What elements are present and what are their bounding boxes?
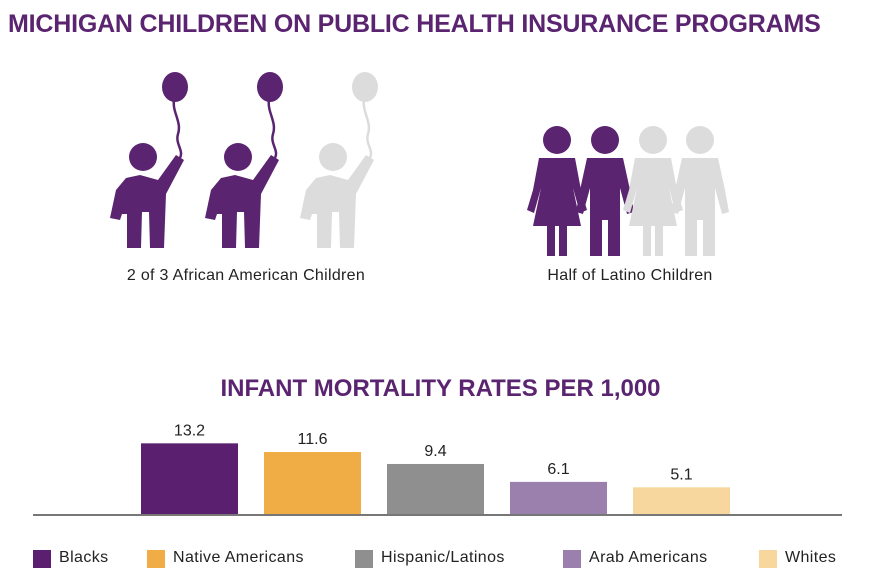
african-american-child-icon-3: [298, 70, 380, 250]
bar-native-americans: [264, 452, 361, 515]
latino-child-icon-4: [671, 126, 729, 256]
page-title: MICHIGAN CHILDREN ON PUBLIC HEALTH INSUR…: [8, 10, 821, 38]
bar-value-label: 11.6: [298, 431, 328, 448]
legend-label: Native Americans: [173, 549, 304, 566]
legend-swatch: [33, 550, 51, 568]
chart-title: INFANT MORTALITY RATES PER 1,000: [220, 375, 661, 402]
latino-child-icon-3: [623, 126, 683, 256]
legend-swatch: [147, 550, 165, 568]
legend-label: Hispanic/Latinos: [381, 549, 505, 566]
latino-child-icon-1: [527, 126, 587, 256]
legend-swatch: [563, 550, 581, 568]
bar-arab-americans: [510, 481, 607, 515]
legend-label: Arab Americans: [589, 549, 708, 566]
african-american-child-icon-2: [203, 70, 285, 250]
legend-swatch: [355, 550, 373, 568]
bar-value-label: 5.1: [670, 466, 692, 483]
latino-child-icon-2: [576, 126, 634, 256]
african-american-child-icon-1: [108, 70, 190, 250]
african-american-caption: 2 of 3 African American Children: [126, 267, 366, 284]
legend-label: Whites: [785, 549, 837, 566]
bar-chart: 13.2 11.6 9.4 6.1 5.1: [33, 422, 842, 516]
infographic-icons: [108, 70, 729, 256]
legend-swatch: [759, 550, 777, 568]
bar-whites: [633, 487, 730, 515]
bar-value-label: 13.2: [174, 422, 205, 439]
bar-value-label: 6.1: [547, 461, 569, 478]
legend-label: Blacks: [59, 549, 109, 566]
bar-value-label: 9.4: [424, 443, 446, 460]
bar-blacks: [141, 443, 238, 515]
chart-legend: Blacks Native Americans Hispanic/Latinos Ar…: [33, 548, 863, 570]
bar-hispanic-latinos: [387, 463, 484, 515]
latino-caption: Half of Latino Children: [547, 267, 713, 284]
